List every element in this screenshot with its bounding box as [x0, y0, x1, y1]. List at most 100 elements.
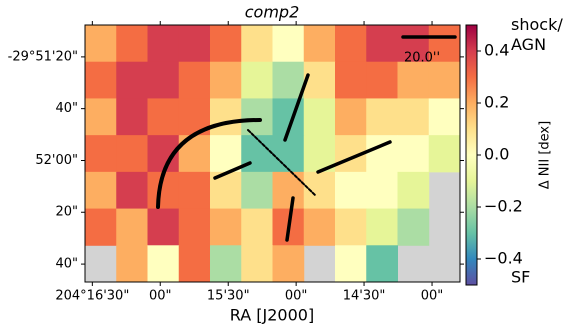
- cell: [85, 98, 117, 136]
- cell: [303, 98, 336, 136]
- cell: [397, 208, 430, 246]
- cell: [366, 61, 398, 99]
- cell: [335, 245, 367, 283]
- cell: [303, 171, 336, 210]
- slit: [247, 129, 316, 196]
- cell: [147, 245, 180, 283]
- cell: [147, 61, 180, 99]
- slit: [213, 161, 252, 180]
- colorbar-tick-label: −0.2: [484, 197, 523, 216]
- y-tick-label: -29°51'20": [8, 49, 78, 64]
- cell: [85, 135, 117, 173]
- cell: [178, 25, 211, 63]
- cell: [428, 61, 461, 99]
- cell: [241, 171, 273, 210]
- cell: [397, 25, 430, 63]
- cell: [366, 98, 398, 136]
- scale-bar-label: 20.0'': [404, 51, 440, 66]
- cell: [116, 171, 148, 210]
- cell: [272, 171, 305, 210]
- colorbar-top-label: shock/AGN: [511, 15, 563, 54]
- cell: [147, 98, 180, 136]
- y-tick-label: 20": [55, 205, 78, 220]
- map: [85, 25, 461, 283]
- colorbar-tick-label: 0.4: [484, 41, 509, 60]
- slit: [283, 73, 310, 142]
- cell: [178, 171, 211, 210]
- colorbar-tick-label: −0.4: [484, 249, 523, 268]
- cell: [210, 25, 242, 63]
- cell: [303, 25, 336, 63]
- cell: [241, 98, 273, 136]
- cell: [428, 98, 461, 136]
- cell: [335, 25, 367, 63]
- x-tick-label: 15'30": [207, 289, 250, 304]
- cell: [335, 208, 367, 246]
- cell: [335, 171, 367, 210]
- cell: [366, 245, 398, 283]
- cell: [303, 208, 336, 246]
- cell: [272, 61, 305, 99]
- slit: [285, 196, 295, 242]
- cell: [116, 61, 148, 99]
- cell: [241, 61, 273, 99]
- cell: [428, 135, 461, 173]
- cell: [116, 25, 148, 63]
- x-tick-label: 14'30": [343, 289, 386, 304]
- cell: [366, 135, 398, 173]
- cell: [366, 25, 398, 63]
- cell: [116, 208, 148, 246]
- cell: [397, 135, 430, 173]
- colorbar: [465, 24, 478, 286]
- cell: [241, 208, 273, 246]
- cell: [366, 171, 398, 210]
- cell: [210, 61, 242, 99]
- cell: [210, 245, 242, 283]
- cell: [397, 171, 430, 210]
- colorbar-bottom-label: SF: [511, 268, 530, 287]
- colorbar-label: Δ NII [dex]: [538, 121, 553, 189]
- x-tick-label: 00": [285, 289, 308, 304]
- cell: [85, 208, 117, 246]
- cell: [241, 25, 273, 63]
- cell: [116, 135, 148, 173]
- x-tick-label: 204°16'30": [55, 289, 129, 304]
- cell: [397, 61, 430, 99]
- cell: [85, 171, 117, 210]
- x-axis-label: RA [J2000]: [230, 306, 314, 325]
- cell: [178, 208, 211, 246]
- cell: [335, 98, 367, 136]
- cell: [116, 98, 148, 136]
- chart-title: comp2: [245, 3, 300, 22]
- cell: [428, 25, 461, 63]
- x-tick-label: 00": [421, 289, 444, 304]
- cell: [210, 98, 242, 136]
- cell: [241, 245, 273, 283]
- cell: [241, 135, 273, 173]
- cell: [85, 61, 117, 99]
- y-tick-label: 52'00": [35, 153, 78, 168]
- cell: [272, 245, 305, 283]
- annotations: [156, 35, 457, 242]
- cell: [272, 25, 305, 63]
- cell: [147, 208, 180, 246]
- cell: [85, 25, 117, 63]
- cell: [210, 208, 242, 246]
- cell: [366, 208, 398, 246]
- arc: [156, 118, 262, 209]
- colorbar-tick-label: 0.2: [484, 93, 509, 112]
- cell: [116, 245, 148, 283]
- x-tick-label: 00": [149, 289, 172, 304]
- cell: [210, 135, 242, 173]
- colorbar-tick-label: 0.0: [484, 145, 509, 164]
- cell: [272, 135, 305, 173]
- cell: [397, 98, 430, 136]
- cell: [178, 245, 211, 283]
- cell: [178, 61, 211, 99]
- y-tick-label: 40": [55, 257, 78, 272]
- cell: [335, 61, 367, 99]
- y-tick-label: 40": [55, 101, 78, 116]
- cell: [147, 25, 180, 63]
- slit: [316, 140, 392, 174]
